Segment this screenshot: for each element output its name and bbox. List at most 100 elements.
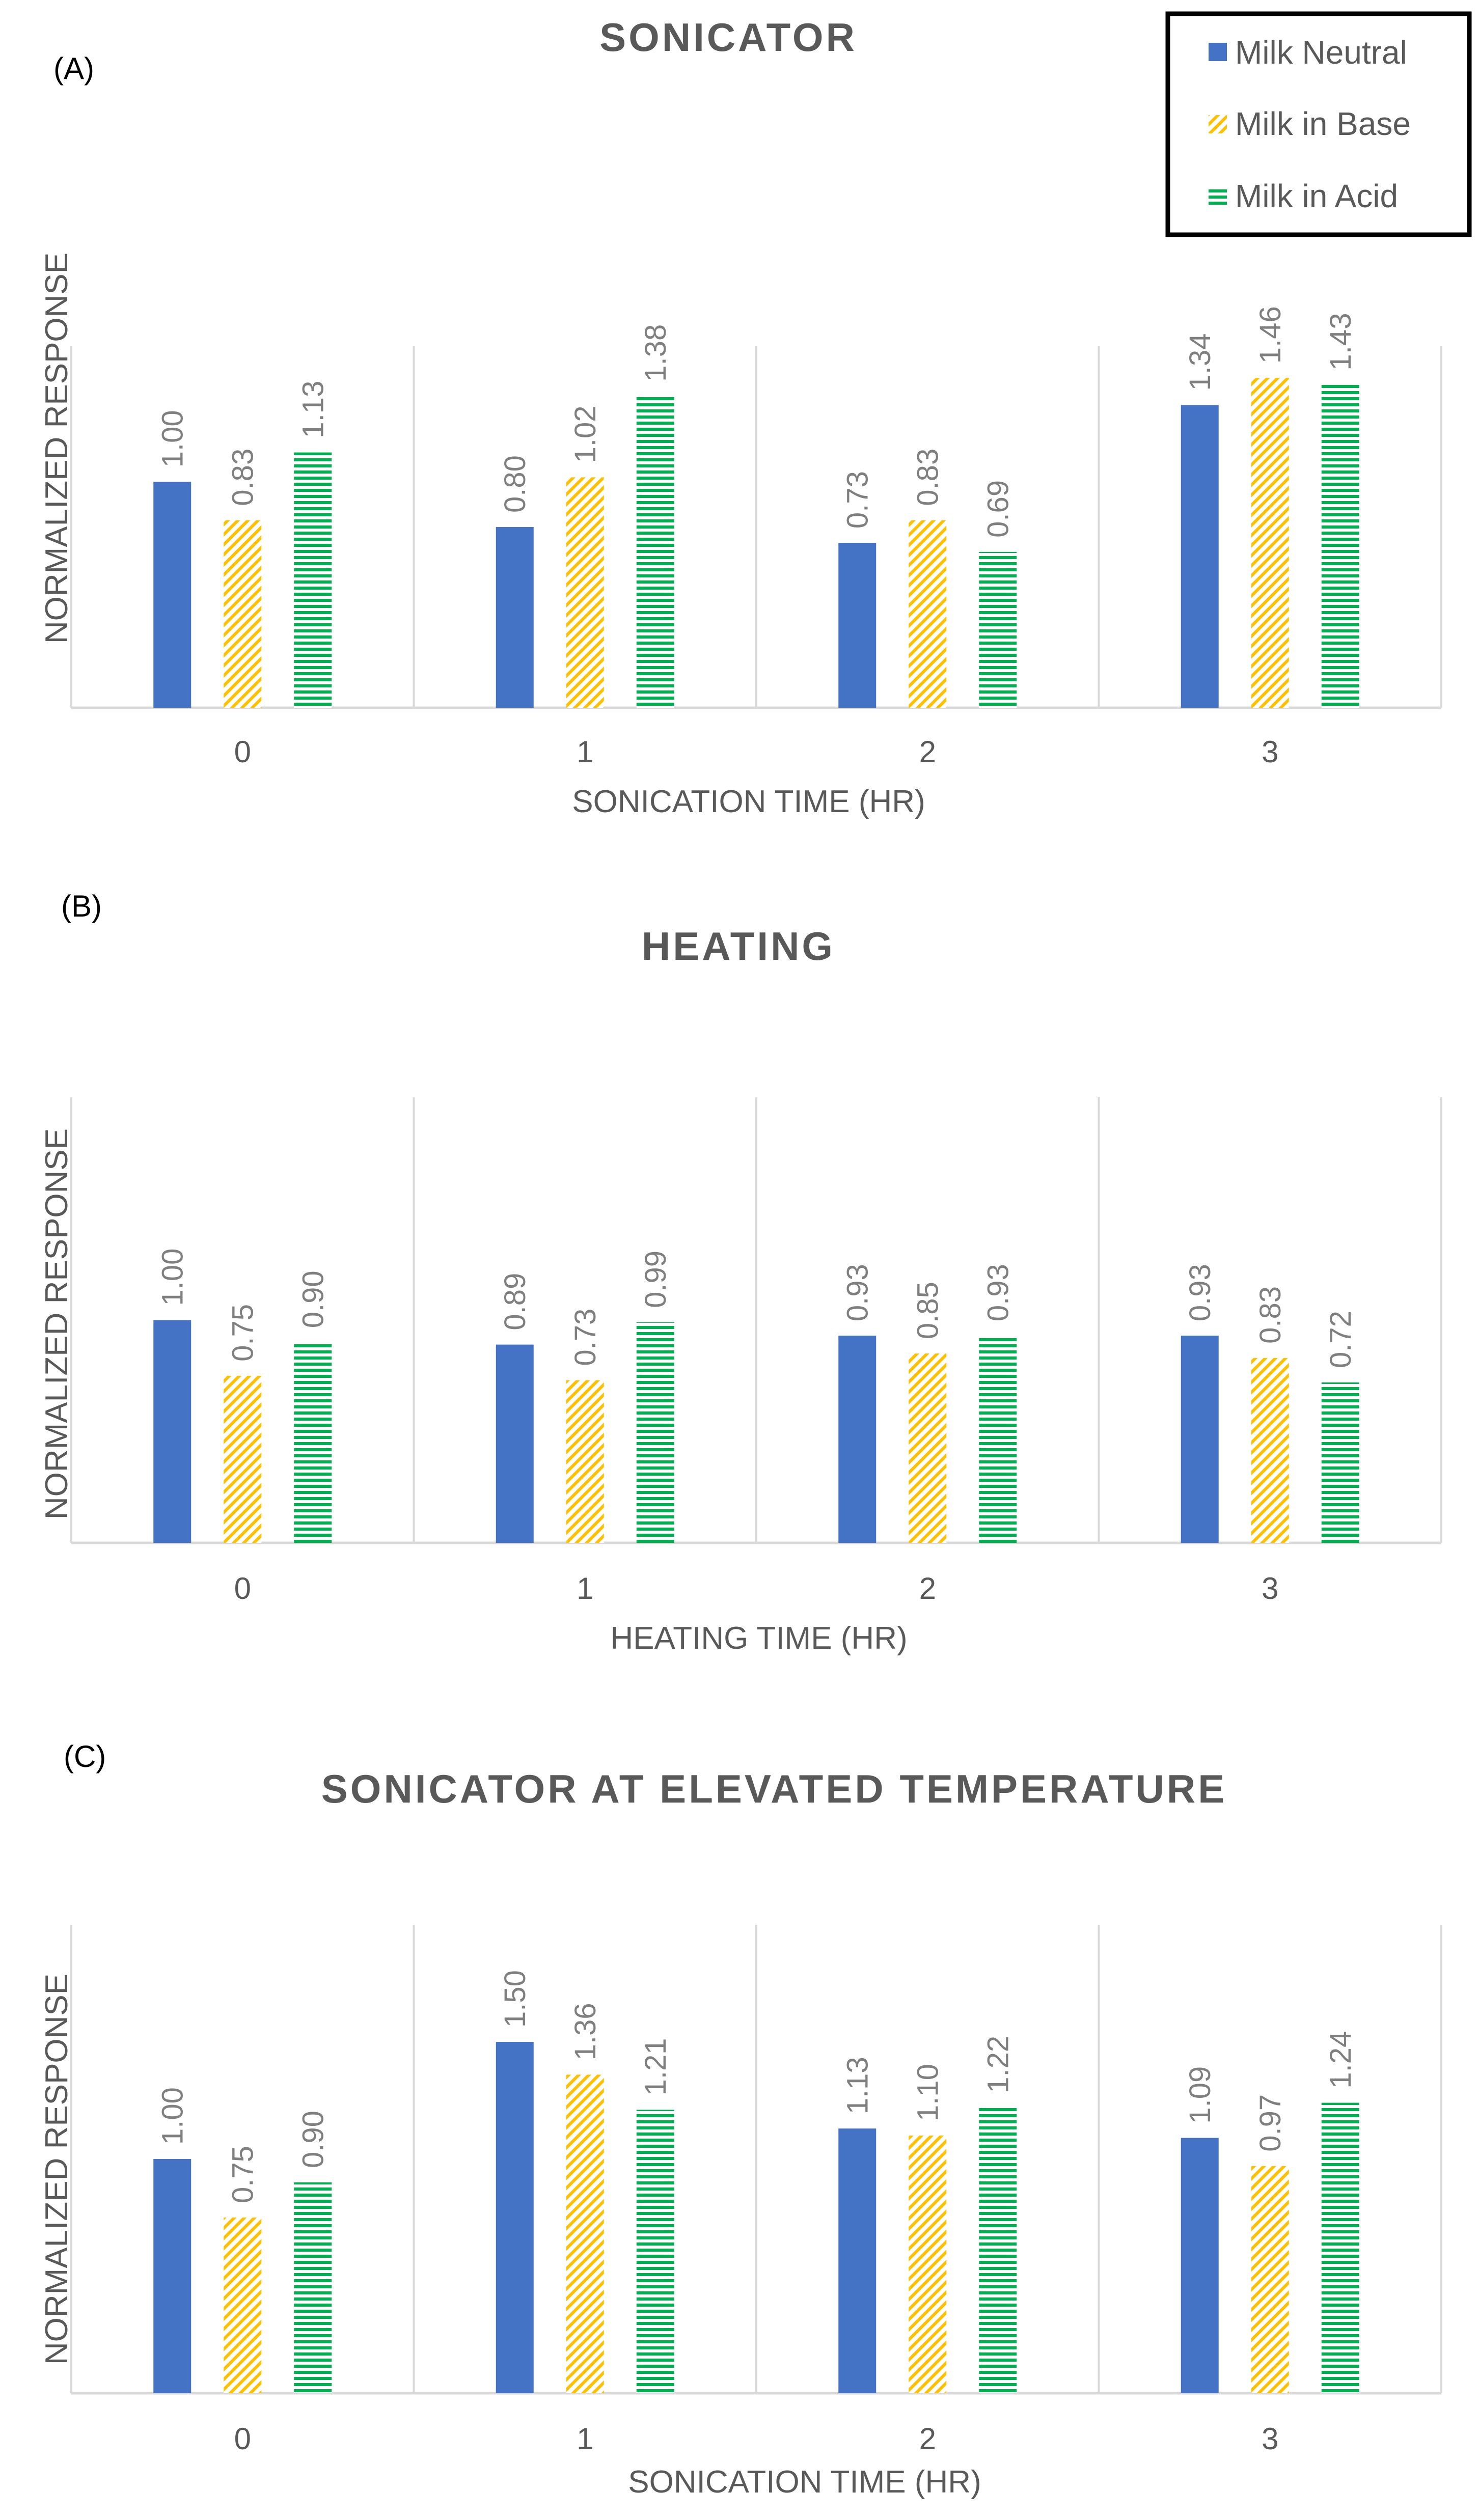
chart-title: SONICATOR AT ELEVATED TEMPERATURE bbox=[321, 1766, 1227, 1811]
x-tick-label: 3 bbox=[1262, 2422, 1278, 2456]
data-label: 0.90 bbox=[296, 2111, 330, 2168]
bar-neutral bbox=[838, 2128, 877, 2393]
x-tick-label: 0 bbox=[234, 1571, 251, 1605]
bar-neutral bbox=[1181, 2138, 1219, 2393]
bar-base bbox=[909, 1353, 947, 1543]
data-label: 1.00 bbox=[156, 2087, 189, 2145]
y-axis-label: NORMALIZED RESPONSE bbox=[39, 1974, 74, 2365]
x-tick-label: 1 bbox=[577, 2422, 593, 2456]
data-label: 0.93 bbox=[981, 1264, 1015, 1321]
data-label: 1.21 bbox=[639, 2038, 672, 2096]
bar-acid bbox=[294, 2182, 332, 2393]
data-label: 0.73 bbox=[841, 471, 874, 529]
legend-swatch-base bbox=[1209, 115, 1227, 133]
bar-acid bbox=[1321, 1382, 1359, 1543]
x-tick-label: 3 bbox=[1262, 1571, 1278, 1605]
bar-base bbox=[1251, 2166, 1289, 2393]
data-label: 0.72 bbox=[1324, 1311, 1357, 1368]
data-label: 0.85 bbox=[911, 1282, 944, 1339]
data-label: 1.13 bbox=[296, 381, 330, 438]
data-label: 0.97 bbox=[1254, 2094, 1287, 2152]
chart-panel-a: (A) SONICATOR NORMALIZED RESPONSE SONICA… bbox=[39, 15, 1442, 819]
plot-area: 0 1.00 0.75 0.90 1 1.50 1.36 1.21 2 1.13 1.10 1.22 3… bbox=[70, 1925, 1442, 2456]
bar-acid bbox=[636, 1322, 674, 1543]
x-tick-label: 3 bbox=[1262, 735, 1278, 769]
y-axis-label: NORMALIZED RESPONSE bbox=[39, 253, 74, 644]
bar-acid bbox=[1321, 2102, 1359, 2393]
bar-base bbox=[566, 477, 604, 708]
panel-letter: (C) bbox=[64, 1739, 106, 1774]
bar-neutral bbox=[153, 482, 191, 708]
bar-acid bbox=[1321, 384, 1359, 708]
data-label: 1.38 bbox=[639, 324, 672, 382]
data-label: 1.46 bbox=[1254, 306, 1287, 364]
bar-neutral bbox=[496, 2042, 534, 2393]
bar-acid bbox=[979, 1336, 1017, 1543]
bar-base bbox=[1251, 378, 1289, 708]
bar-acid bbox=[636, 2110, 674, 2393]
bar-base bbox=[224, 2218, 262, 2393]
data-label: 0.89 bbox=[499, 1273, 532, 1331]
legend-label: Milk in Base bbox=[1235, 105, 1411, 142]
bar-neutral bbox=[838, 1336, 877, 1543]
bar-acid bbox=[294, 452, 332, 708]
data-label: 1.10 bbox=[911, 2064, 944, 2121]
bar-acid bbox=[636, 396, 674, 708]
bar-neutral bbox=[1181, 1336, 1219, 1543]
chart-panel-c: (C) SONICATOR AT ELEVATED TEMPERATURE NO… bbox=[39, 1739, 1442, 2500]
legend-label: Milk Neutral bbox=[1235, 34, 1407, 71]
data-label: 0.83 bbox=[911, 449, 944, 506]
data-label: 0.83 bbox=[1254, 1286, 1287, 1344]
x-tick-label: 0 bbox=[234, 2422, 251, 2456]
data-label: 0.90 bbox=[296, 1270, 330, 1328]
bar-neutral bbox=[1181, 405, 1219, 708]
x-tick-label: 0 bbox=[234, 735, 251, 769]
bar-neutral bbox=[838, 543, 877, 708]
data-label: 0.75 bbox=[226, 1304, 259, 1362]
x-tick-label: 1 bbox=[577, 735, 593, 769]
chart-panel-b: (B) HEATING NORMALIZED RESPONSE HEATING … bbox=[39, 889, 1442, 1656]
data-label: 1.43 bbox=[1324, 313, 1357, 371]
data-label: 0.73 bbox=[569, 1309, 602, 1366]
bar-neutral bbox=[496, 527, 534, 708]
bar-base bbox=[909, 520, 947, 708]
bar-acid bbox=[979, 551, 1017, 708]
bar-neutral bbox=[153, 1320, 191, 1543]
chart-title: SONICATOR bbox=[599, 15, 857, 60]
plot-area: 0 1.00 0.75 0.90 1 0.89 0.73 0.99 2 0.93 0.85 0.93 3… bbox=[70, 1097, 1442, 1605]
data-label: 1.50 bbox=[499, 1970, 532, 2028]
data-label: 1.00 bbox=[156, 410, 189, 467]
bar-base bbox=[224, 1375, 262, 1543]
data-label: 1.36 bbox=[569, 2003, 602, 2061]
data-label: 0.93 bbox=[1184, 1264, 1217, 1321]
x-axis-label: SONICATION TIME (HR) bbox=[628, 2464, 981, 2500]
data-label: 0.99 bbox=[639, 1251, 672, 1308]
bar-neutral bbox=[496, 1344, 534, 1543]
legend-swatch-acid bbox=[1209, 187, 1227, 206]
legend: Milk Neutral Milk in Base Milk in Acid bbox=[1165, 11, 1472, 237]
data-label: 1.22 bbox=[981, 2036, 1015, 2093]
panel-letter: (A) bbox=[53, 51, 94, 86]
data-label: 1.24 bbox=[1324, 2031, 1357, 2089]
legend-swatch-neutral bbox=[1209, 43, 1227, 61]
x-tick-label: 2 bbox=[919, 2422, 936, 2456]
data-label: 0.75 bbox=[226, 2146, 259, 2203]
panel-letter: (B) bbox=[61, 889, 102, 923]
plot-area: 0 1.00 0.83 1.13 1 0.80 1.02 1.38 2 0.73 0.83 0.69 3… bbox=[70, 306, 1442, 769]
data-label: 0.80 bbox=[499, 455, 532, 513]
data-label: 1.02 bbox=[569, 405, 602, 463]
chart-title: HEATING bbox=[642, 924, 835, 968]
bar-base bbox=[1251, 1358, 1289, 1543]
data-label: 0.83 bbox=[226, 449, 259, 506]
data-label: 1.13 bbox=[841, 2057, 874, 2114]
x-axis-label: SONICATION TIME (HR) bbox=[572, 784, 925, 819]
data-label: 1.00 bbox=[156, 1249, 189, 1306]
data-label: 1.34 bbox=[1184, 333, 1217, 391]
x-axis-label: HEATING TIME (HR) bbox=[610, 1621, 907, 1656]
bar-base bbox=[224, 520, 262, 708]
y-axis-label: NORMALIZED RESPONSE bbox=[39, 1128, 74, 1519]
x-tick-label: 2 bbox=[919, 1571, 936, 1605]
data-label: 0.93 bbox=[841, 1264, 874, 1321]
bar-base bbox=[909, 2136, 947, 2393]
